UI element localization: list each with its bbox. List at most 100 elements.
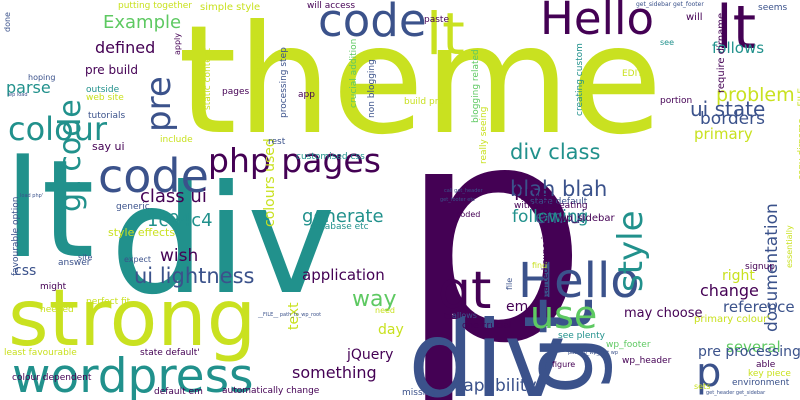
word-background-colour: background colour xyxy=(255,36,265,120)
word-putting-together: putting together xyxy=(118,1,192,11)
word-apply: apply xyxy=(173,33,182,55)
word-parse: parse xyxy=(6,78,51,97)
word-strong: strong xyxy=(8,274,256,364)
word-documentation: documentation xyxy=(762,203,782,332)
word-get-sidebar-get-footer: get_sidebar get_footer xyxy=(636,1,704,8)
word-1c94c4: 1c94c4 xyxy=(147,210,213,231)
word-see: see xyxy=(660,38,674,47)
word-div: div xyxy=(110,154,336,328)
word-get-footer-etc: get_footer etc xyxy=(440,197,475,203)
word-non-blogging: non blogging xyxy=(367,59,377,118)
word-require-dirname: require dirname xyxy=(716,13,727,93)
word-crucial-addition: crucial addition xyxy=(349,39,359,108)
word-say-ui: say ui xyxy=(92,140,125,153)
word-key-piece: key piece xyxy=(748,369,791,379)
word-state-default: state default xyxy=(530,197,588,207)
word-something: something xyxy=(292,363,377,382)
word-seems: seems xyxy=(758,3,788,13)
word-may-choose: may choose xyxy=(624,306,703,321)
word-style: style xyxy=(611,210,651,292)
word-perfect-fit: perfect fit xyxy=(86,297,131,307)
word-answer: answer xyxy=(58,258,91,268)
word-will-access: will access xyxy=(307,1,355,11)
word-static-content: static content xyxy=(203,48,213,111)
word-borders: borders xyxy=(700,109,765,129)
word-change: change xyxy=(700,281,759,300)
word-colours-used: colours used xyxy=(262,138,278,227)
word-favourable-option: favourable option xyxy=(11,196,21,276)
word-css: css xyxy=(14,263,36,279)
word-em-ui: em ui xyxy=(535,207,586,228)
word-without-creating: without creating xyxy=(514,201,588,211)
word-figure: figure xyxy=(552,360,575,369)
word-wordpress: wordpress xyxy=(12,349,254,400)
word-simple-style: simple style xyxy=(200,2,260,13)
word-primary: primary xyxy=(694,125,753,143)
word-path-to-wp-root-wp: path_to_wp_root wp xyxy=(568,350,618,356)
word-rest: rest xyxy=(268,137,286,147)
word-blah-blah: blah blah xyxy=(510,177,607,201)
word-reference: reference xyxy=(723,298,795,316)
word-pre-build: pre build xyxy=(85,63,138,77)
word-following: following xyxy=(512,207,588,227)
word-ui-state: ui state xyxy=(690,97,765,121)
word-able: able xyxy=(756,360,776,370)
word-p: p xyxy=(696,350,721,396)
word-wp-header: wp_header xyxy=(622,356,672,366)
word-edit: EDIT xyxy=(622,69,643,79)
word-include: include xyxy=(160,135,193,145)
word-might: might xyxy=(40,282,67,292)
word-missing: missing xyxy=(402,388,437,398)
word-will: will xyxy=(686,12,703,23)
word-php-pages: php pages xyxy=(208,141,381,180)
word-file: file xyxy=(505,278,514,290)
word-customised-css: customised css xyxy=(296,152,365,162)
word-primary-colour: primary colour' xyxy=(694,314,770,325)
word-build-pre: build pre xyxy=(404,97,444,107)
word-load-php: load php' xyxy=(20,193,43,199)
word-div-class: div class xyxy=(510,140,600,164)
word-gt: gt xyxy=(438,261,491,321)
word-allows: allows xyxy=(452,311,477,320)
word-copy-dirname-file: copy dirname __FILE__ xyxy=(797,78,800,180)
word-done: done xyxy=(3,12,12,32)
word-find: find xyxy=(532,261,547,270)
word-pre: pre xyxy=(139,76,179,132)
word-ui-lightness: ui lightness xyxy=(134,264,254,288)
word-day: day xyxy=(378,322,404,338)
word-example: Example xyxy=(103,12,181,33)
word-default-em: default em xyxy=(154,387,203,397)
word-tutorials: tutorials xyxy=(88,111,125,121)
word-right: right xyxy=(722,268,755,284)
word-wish: wish xyxy=(160,246,198,266)
word-creating-custom: creating custom xyxy=(575,43,585,116)
word-started-experimenting: started experimenting xyxy=(541,199,551,300)
word-sets: sets xyxy=(694,382,710,391)
word-automatically-change: automatically change xyxy=(222,386,320,396)
word-needed: needed xyxy=(40,305,74,315)
word-web-site: web site xyxy=(86,93,124,103)
word-blogging-related: blogging related xyxy=(471,49,481,123)
word-environment: environment xyxy=(732,378,790,388)
word-hello: Hello xyxy=(540,0,654,45)
word-defined: defined xyxy=(95,38,155,57)
word-way: way xyxy=(352,287,397,312)
word-problem: problem xyxy=(716,84,795,106)
word-line: line xyxy=(514,181,550,205)
word-hello: Hello xyxy=(518,253,640,309)
word-file-path-to-wp-root: __FILE__ path_to_wp_root xyxy=(257,312,321,318)
word-call-get-header: call get_header xyxy=(444,188,483,194)
word-wp-footer: wp_footer xyxy=(606,340,651,350)
word-see-plenty: see plenty xyxy=(558,331,606,341)
word-state-default: state default' xyxy=(140,348,200,358)
word-p: p xyxy=(398,60,588,400)
word-hoping: hoping xyxy=(28,73,55,82)
word-get-header-get-sidebar: get_header get_sidebar xyxy=(706,390,766,396)
word-wp-load: wp load xyxy=(8,92,28,98)
word-app: app xyxy=(298,90,315,100)
word-application: application xyxy=(302,266,385,284)
word-pre-processing: pre processing xyxy=(698,344,800,360)
word-jquery: jQuery xyxy=(346,347,393,363)
